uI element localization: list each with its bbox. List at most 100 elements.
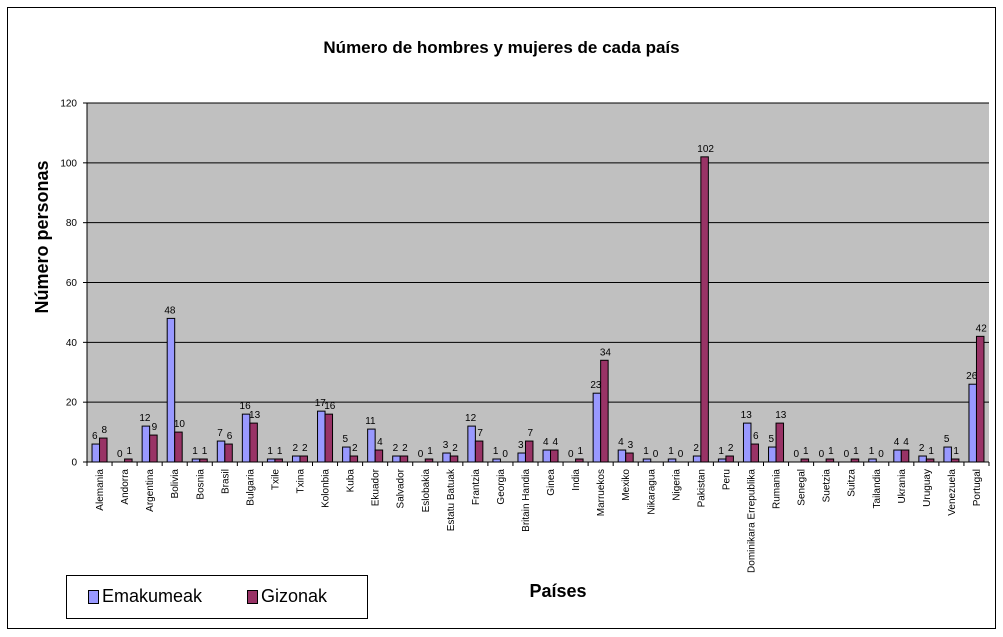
data-label: 23 — [590, 380, 602, 391]
data-label: 16 — [240, 401, 252, 412]
bar-gizonak — [550, 449, 559, 463]
data-label: 12 — [465, 413, 477, 424]
bar-emakumeak — [542, 449, 552, 463]
y-tick-label: 120 — [60, 99, 77, 110]
x-category-label: Suitza — [847, 469, 858, 497]
x-category-label: Argentina — [145, 469, 156, 512]
gridlines — [87, 102, 989, 403]
x-category-label: Peru — [721, 469, 732, 490]
x-category-label: Frantzia — [471, 469, 482, 506]
x-category-label: Bolivia — [170, 469, 181, 499]
y-tick-labels: 0 20 40 60 80 100 120 — [60, 99, 77, 469]
data-label: 2 — [292, 443, 298, 454]
y-tick-label: 40 — [66, 338, 78, 349]
legend-item-emakumeak: Emakumeak — [88, 586, 202, 607]
data-label: 5 — [768, 434, 774, 445]
data-label: 2 — [393, 443, 399, 454]
data-label: 1 — [578, 446, 584, 457]
legend: Emakumeak Gizonak — [66, 575, 368, 619]
x-category-label: Bulgaria — [245, 469, 256, 506]
bar-emakumeak — [291, 455, 301, 463]
bar-gizonak — [725, 455, 734, 463]
bar-gizonak — [600, 359, 609, 463]
bar-gizonak — [975, 335, 985, 463]
x-category-label: India — [571, 469, 582, 491]
chart-title: Número de hombres y mujeres de cada país — [323, 38, 680, 57]
data-label: 1 — [277, 446, 283, 457]
y-tick-label: 60 — [66, 278, 78, 289]
bar-gizonak — [374, 449, 384, 463]
x-category-label: Georgia — [496, 469, 507, 505]
x-category-label: Pakistan — [696, 469, 707, 507]
data-label: 1 — [853, 446, 859, 457]
data-label: 3 — [628, 440, 634, 451]
data-label: 2 — [728, 443, 734, 454]
bar-emakumeak — [943, 446, 952, 463]
data-label: 2 — [693, 443, 699, 454]
x-category-label: Suetzia — [822, 469, 833, 503]
data-label: 1 — [643, 446, 649, 457]
data-label: 0 — [878, 449, 884, 460]
bar-emakumeak — [692, 455, 702, 463]
x-category-label: Kolonbia — [321, 469, 332, 508]
y-axis-title: Número personas — [32, 160, 52, 313]
bar-gizonak — [224, 443, 233, 463]
data-label: 8 — [101, 425, 107, 436]
data-label: 2 — [452, 443, 458, 454]
bar-gizonak — [750, 443, 759, 463]
x-category-label: Uruguay — [922, 469, 933, 507]
data-label: 17 — [315, 398, 327, 409]
x-category-label: Ukrania — [897, 469, 908, 504]
x-category-label: Mexiko — [621, 469, 632, 501]
bar-gizonak — [775, 422, 785, 463]
x-category-label: Dominikara Errepublika — [746, 469, 757, 573]
data-label: 13 — [741, 410, 753, 421]
data-label: 13 — [249, 410, 261, 421]
bar-emakumeak — [216, 440, 226, 463]
data-label: 48 — [164, 305, 176, 316]
bar-gizonak — [625, 452, 634, 463]
bar-emakumeak — [918, 455, 927, 463]
data-label: 1 — [953, 446, 959, 457]
data-label: 1 — [668, 446, 674, 457]
y-tick-label: 0 — [71, 458, 77, 469]
bar-gizonak — [524, 440, 534, 463]
data-label: 13 — [775, 410, 787, 421]
x-category-label: Bosnia — [195, 469, 206, 500]
data-label: 7 — [217, 428, 223, 439]
x-category-label: Txile — [270, 469, 281, 491]
data-label: 26 — [966, 371, 978, 382]
legend-label-emakumeak: Emakumeak — [102, 586, 203, 606]
x-category-label: Britain Handia — [521, 469, 532, 532]
bar-emakumeak — [617, 449, 627, 463]
bar-gizonak — [149, 434, 158, 463]
x-category-label: Tailandia — [872, 469, 883, 509]
bar-emakumeak — [317, 410, 326, 463]
data-label: 0 — [678, 449, 684, 460]
bar-emakumeak — [367, 428, 376, 463]
bar-gizonak — [349, 455, 359, 463]
data-label: 1 — [202, 446, 208, 457]
x-category-label: Rumania — [772, 469, 783, 509]
bar-emakumeak — [768, 446, 777, 463]
data-label: 1 — [427, 446, 433, 457]
y-tick-label: 80 — [66, 218, 78, 229]
data-label: 2 — [402, 443, 408, 454]
bar-emakumeak — [442, 452, 451, 463]
x-category-label: Eslobakia — [421, 469, 432, 513]
y-tick-label: 20 — [66, 398, 78, 409]
x-category-label: Salvador — [396, 468, 407, 508]
x-category-labels: Alemania Andorra Argentina Bolivia Bosnia Bra… — [95, 468, 983, 573]
bar-gizonak — [399, 455, 409, 463]
data-label: 3 — [443, 440, 449, 451]
bar-emakumeak — [968, 383, 977, 463]
data-label: 0 — [568, 449, 574, 460]
data-label: 2 — [352, 443, 358, 454]
data-label: 0 — [117, 449, 123, 460]
data-label: 42 — [976, 323, 988, 334]
bar-emakumeak — [467, 425, 476, 463]
x-category-label: Ginea — [546, 469, 557, 496]
data-label: 34 — [600, 347, 612, 358]
data-label: 0 — [819, 449, 825, 460]
x-category-label: Estatu Batuak — [446, 468, 457, 531]
